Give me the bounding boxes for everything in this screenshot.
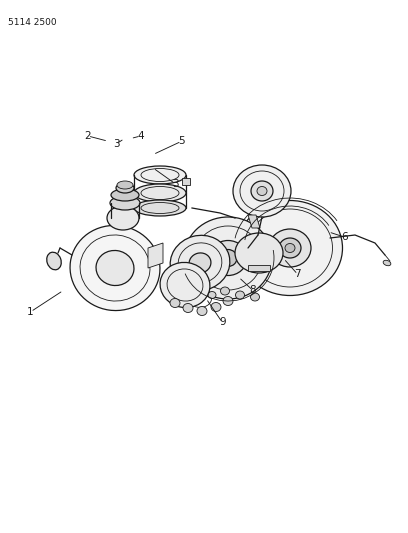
Ellipse shape <box>196 295 204 302</box>
Ellipse shape <box>235 291 244 299</box>
Ellipse shape <box>235 233 283 273</box>
Text: 1: 1 <box>27 307 34 317</box>
Polygon shape <box>248 215 260 228</box>
Polygon shape <box>248 265 270 271</box>
Text: 3: 3 <box>172 179 179 189</box>
Ellipse shape <box>96 251 134 286</box>
Ellipse shape <box>134 200 186 216</box>
Ellipse shape <box>285 244 295 253</box>
Text: 7: 7 <box>295 270 301 279</box>
Ellipse shape <box>107 206 139 230</box>
Ellipse shape <box>233 165 291 217</box>
Ellipse shape <box>197 306 207 316</box>
Ellipse shape <box>160 262 210 308</box>
Ellipse shape <box>219 249 237 266</box>
Ellipse shape <box>47 252 61 270</box>
Text: 6: 6 <box>341 232 348 242</box>
Ellipse shape <box>209 240 247 276</box>
Ellipse shape <box>220 287 229 295</box>
Text: 8: 8 <box>250 286 256 295</box>
Ellipse shape <box>134 184 186 202</box>
Ellipse shape <box>184 292 192 298</box>
Ellipse shape <box>279 238 301 258</box>
Ellipse shape <box>189 253 211 273</box>
Text: 2: 2 <box>84 131 91 141</box>
Ellipse shape <box>116 183 134 193</box>
Ellipse shape <box>269 229 311 267</box>
Polygon shape <box>182 178 190 185</box>
Ellipse shape <box>183 303 193 312</box>
Ellipse shape <box>170 298 180 308</box>
Ellipse shape <box>134 166 186 184</box>
Text: 3: 3 <box>113 139 120 149</box>
Ellipse shape <box>110 196 140 210</box>
Polygon shape <box>148 243 163 268</box>
Ellipse shape <box>184 217 272 299</box>
Ellipse shape <box>170 236 230 290</box>
Text: 9: 9 <box>219 318 226 327</box>
Text: 5: 5 <box>178 136 185 146</box>
Ellipse shape <box>251 293 259 301</box>
Ellipse shape <box>237 200 342 295</box>
Text: 4: 4 <box>137 131 144 141</box>
Ellipse shape <box>117 181 133 189</box>
Ellipse shape <box>70 225 160 311</box>
Ellipse shape <box>211 303 221 311</box>
Ellipse shape <box>111 189 139 201</box>
Ellipse shape <box>383 260 391 266</box>
Ellipse shape <box>251 181 273 201</box>
Ellipse shape <box>257 187 267 196</box>
Ellipse shape <box>208 292 216 298</box>
Ellipse shape <box>223 296 233 305</box>
Text: 5114 2500: 5114 2500 <box>8 18 57 27</box>
Ellipse shape <box>174 285 182 292</box>
